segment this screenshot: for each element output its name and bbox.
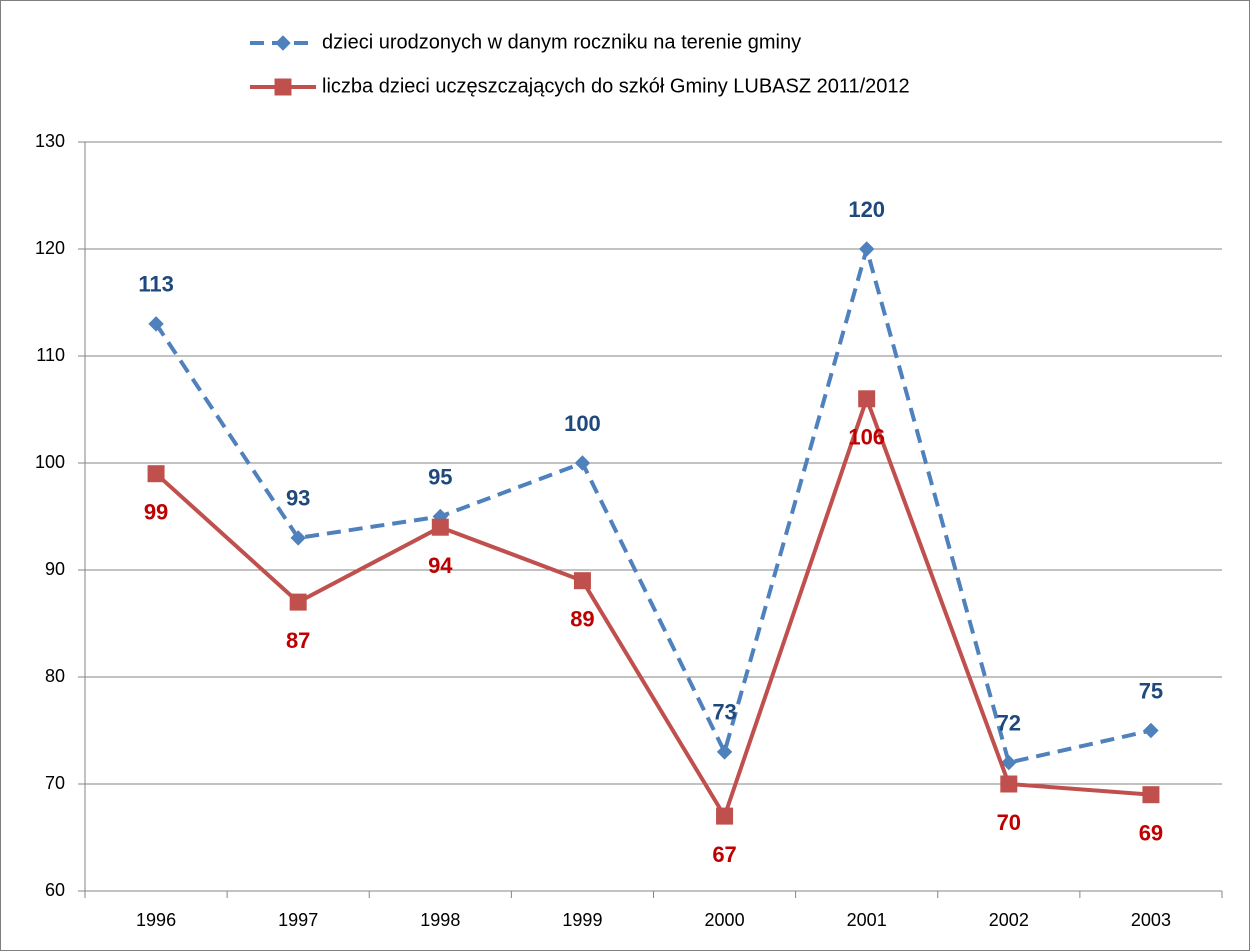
y-tick-label: 130 xyxy=(35,131,65,151)
y-tick-label: 90 xyxy=(45,559,65,579)
x-tick-label: 1996 xyxy=(136,910,176,930)
point-marker xyxy=(573,572,591,590)
legend-label: dzieci urodzonych w danym roczniku na te… xyxy=(322,31,801,53)
point-marker xyxy=(858,241,875,257)
x-tick-label: 2003 xyxy=(1131,910,1171,930)
point-marker xyxy=(574,455,591,471)
point-marker xyxy=(1142,786,1160,804)
x-tick-label: 2002 xyxy=(989,910,1029,930)
series-line xyxy=(154,396,1152,819)
legend-label: liczba dzieci uczęszczających do szkół G… xyxy=(322,75,910,97)
point-marker xyxy=(716,807,734,825)
series-line xyxy=(154,247,1152,765)
point-marker xyxy=(1143,722,1159,739)
point-marker xyxy=(858,390,876,408)
data-label: 94 xyxy=(428,553,453,578)
legend-marker xyxy=(275,35,291,51)
data-label: 69 xyxy=(1139,821,1163,846)
data-label: 89 xyxy=(570,607,594,632)
y-tick-label: 80 xyxy=(45,666,65,686)
legend-marker xyxy=(274,78,292,96)
point-marker xyxy=(716,744,733,760)
data-label: 87 xyxy=(286,628,310,653)
y-tick-label: 60 xyxy=(45,880,65,900)
point-marker xyxy=(147,465,165,483)
data-label: 99 xyxy=(144,500,168,525)
data-label: 120 xyxy=(848,197,885,222)
point-marker xyxy=(431,518,449,536)
point-marker xyxy=(1000,775,1018,793)
x-tick-label: 1998 xyxy=(420,910,460,930)
data-label: 106 xyxy=(848,425,885,450)
y-tick-label: 110 xyxy=(36,345,65,365)
point-marker xyxy=(148,316,164,332)
data-label: 67 xyxy=(712,842,736,867)
x-tick-label: 1997 xyxy=(278,910,318,930)
data-label: 93 xyxy=(286,486,310,511)
point-marker xyxy=(289,593,307,611)
data-label: 113 xyxy=(138,272,174,297)
data-label: 75 xyxy=(1139,678,1163,703)
point-marker xyxy=(290,530,306,546)
x-tick-label: 1999 xyxy=(562,910,602,930)
y-tick-label: 100 xyxy=(35,452,65,472)
y-tick-label: 70 xyxy=(45,773,65,793)
point-marker xyxy=(1001,754,1017,771)
data-label: 95 xyxy=(428,464,452,489)
data-label: 72 xyxy=(997,710,1021,735)
x-tick-label: 2000 xyxy=(705,910,745,930)
y-tick-label: 120 xyxy=(35,238,65,258)
data-label: 70 xyxy=(997,810,1021,835)
data-label: 73 xyxy=(712,700,736,725)
data-label: 100 xyxy=(564,411,601,436)
x-tick-label: 2001 xyxy=(847,910,887,930)
